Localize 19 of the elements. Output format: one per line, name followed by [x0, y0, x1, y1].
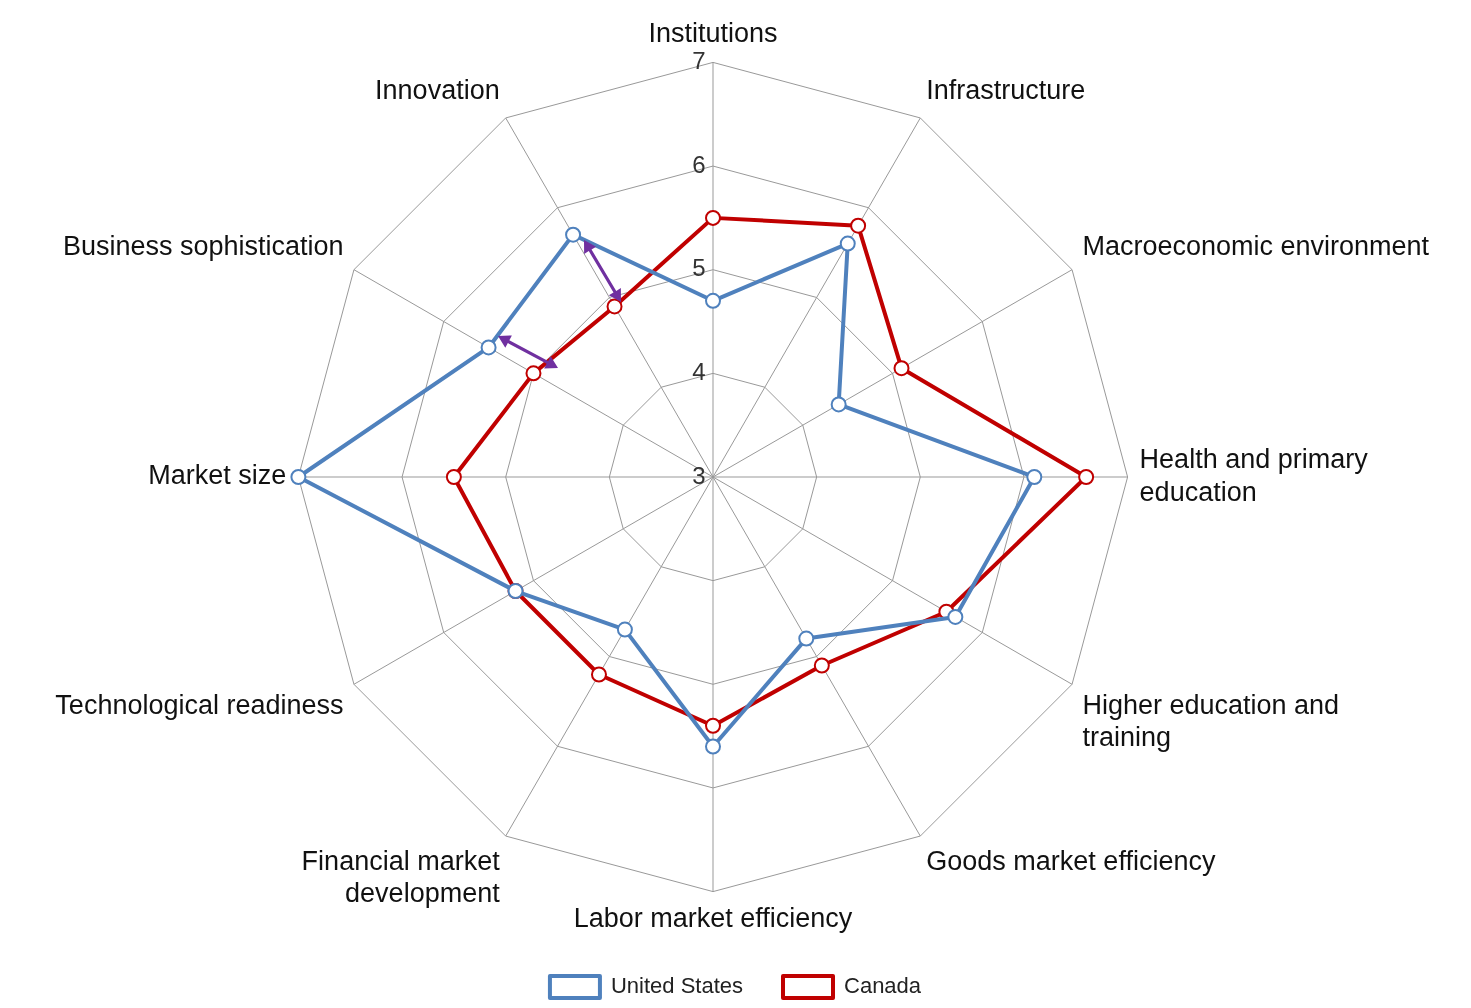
y-tick-label: 3: [692, 461, 706, 489]
legend-label: United States: [610, 973, 744, 999]
y-tick-label: 7: [692, 47, 706, 75]
spoke-label: Health and primary education: [1139, 444, 1369, 507]
y-tick-label: 6: [692, 150, 706, 178]
spoke-label: Higher education and training: [1082, 689, 1340, 753]
spoke-label: Institutions: [648, 17, 778, 48]
spoke-label: Infrastructure: [926, 74, 1086, 105]
y-tick-label: 4: [692, 357, 706, 385]
spoke-label: Business sophistication: [62, 230, 344, 261]
spoke-label: Goods market efficiency: [926, 846, 1216, 877]
y-tick-label: 5: [692, 254, 706, 282]
spoke-label: Technological readiness: [55, 689, 344, 720]
legend-label: Canada: [844, 973, 922, 999]
spoke-label: Labor market efficiency: [573, 903, 853, 934]
spoke-label: Market size: [148, 460, 287, 491]
spoke-label: Macroeconomic environment: [1082, 230, 1430, 261]
spoke-label: Financial market development: [301, 846, 501, 909]
spoke-label: Innovation: [375, 74, 500, 105]
